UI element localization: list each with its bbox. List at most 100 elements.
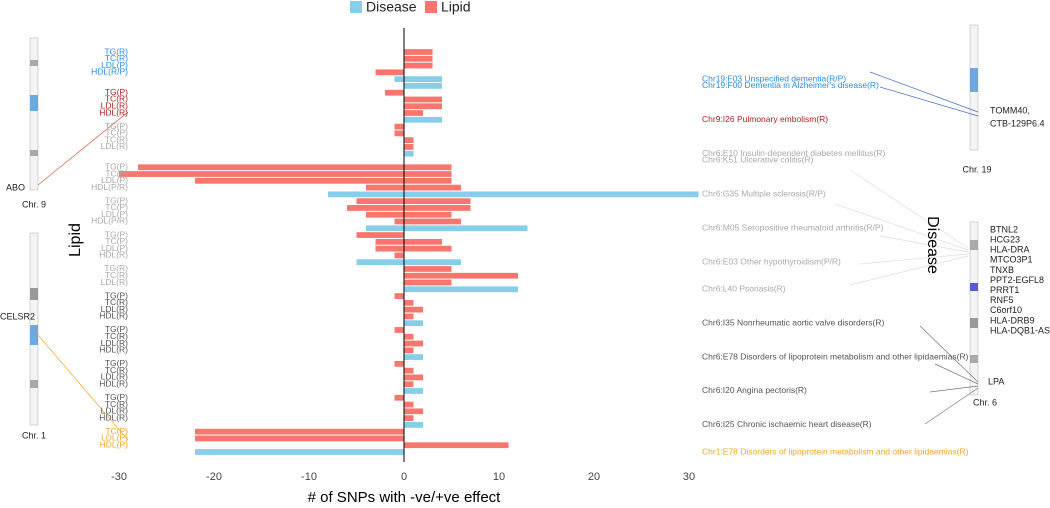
lipid-bar xyxy=(375,69,404,76)
band xyxy=(30,60,38,66)
lipid-label: LDL(R) xyxy=(101,141,129,151)
lipid-bar xyxy=(404,218,461,225)
leader-line xyxy=(869,71,979,113)
chromosome-label: Chr. 9 xyxy=(22,199,46,209)
legend-swatch xyxy=(350,1,362,13)
disease-label: Chr6:I20 Angina pectoris(R) xyxy=(702,385,807,395)
lipid-bar xyxy=(404,171,452,177)
lipid-bar xyxy=(404,442,509,449)
leader-line xyxy=(924,387,979,425)
lipid-label: HDL(R) xyxy=(99,412,128,422)
gene-label: HCG23 xyxy=(990,234,1020,244)
lipid-bar xyxy=(404,408,423,415)
chromosomes xyxy=(29,24,979,426)
leader-line xyxy=(859,253,969,265)
disease-label: Chr1:E78 Disorders of lipoprotein metabo… xyxy=(702,446,969,456)
lipid-bar xyxy=(404,245,452,252)
lipid-bar xyxy=(404,367,414,374)
lipid-bar xyxy=(404,62,433,69)
lipid-bar xyxy=(404,306,423,313)
lipid-label: TC(R) xyxy=(105,399,128,409)
leader-line xyxy=(37,111,129,186)
lipid-bar xyxy=(366,184,404,191)
chromosome-label: Chr. 19 xyxy=(962,164,991,174)
y2-axis-title: Disease xyxy=(924,216,941,274)
lipid-label: TG(P) xyxy=(105,392,128,402)
lipid-bar xyxy=(404,55,433,62)
disease-label: Chr19:F00 Dementia in Alzheimer's diseas… xyxy=(702,80,879,90)
disease-bar xyxy=(366,225,404,232)
band xyxy=(30,150,38,156)
lipid-label: HDL(R) xyxy=(99,107,128,117)
lipid-bar xyxy=(394,293,404,299)
legend-label: Disease xyxy=(366,0,417,15)
band xyxy=(970,355,978,363)
lipid-bar xyxy=(394,123,404,130)
lipid-bar xyxy=(404,144,414,150)
band xyxy=(30,325,38,345)
leader-line xyxy=(929,385,979,393)
lipid-label: TC(P) xyxy=(105,128,128,138)
lipid-bar xyxy=(195,428,404,435)
x-axis-title: # of SNPs with -ve/+ve effect xyxy=(308,489,502,506)
lipid-label: HDL(P) xyxy=(100,439,129,449)
lipid-bar xyxy=(404,266,452,272)
gene-label: PRRT1 xyxy=(990,285,1019,295)
x-tick-label: -20 xyxy=(206,471,222,483)
lipid-bar xyxy=(394,218,404,225)
disease-bar xyxy=(404,76,442,82)
lipid-bar xyxy=(404,272,518,279)
gene-label: RNF5 xyxy=(990,295,1014,305)
gene-label: HLA-DQB1-AS1 xyxy=(990,325,1050,335)
lipid-label: LDL(R) xyxy=(101,406,129,416)
x-tick-label: -10 xyxy=(301,471,317,483)
disease-label: Chr6:I25 Chronic ischaemic heart disease… xyxy=(702,419,872,429)
lipid-bar xyxy=(195,435,404,442)
leader-line xyxy=(849,169,969,249)
lipid-label: HDL(R) xyxy=(99,250,128,260)
lipid-bar xyxy=(404,198,471,205)
gene-label: CELSR2 xyxy=(0,311,35,321)
leader-lines xyxy=(37,71,979,441)
disease-label: Chr6:G35 Multiple sclerosis(R/P) xyxy=(702,189,826,199)
lipid-label: TG(P) xyxy=(105,290,128,300)
lipid-bar xyxy=(404,299,414,306)
lipid-label: TG(P) xyxy=(105,195,128,205)
band xyxy=(970,318,978,328)
lipid-label: TC(R) xyxy=(105,94,128,104)
lipid-bar xyxy=(404,238,442,245)
gene-label: C6orf10 xyxy=(990,305,1022,315)
disease-label: Chr6:E03 Other hypothyroidism(P/R) xyxy=(702,256,841,266)
lipid-bar xyxy=(404,110,423,116)
lipid-label: TC(R) xyxy=(105,134,128,144)
lipid-bar xyxy=(404,177,452,184)
lipid-bar xyxy=(375,238,404,245)
gene-label: TNXB xyxy=(990,265,1014,275)
x-tick-label: 10 xyxy=(493,471,505,483)
disease-label: Chr6:L40 Psoriasis(R) xyxy=(702,284,786,294)
disease-bar xyxy=(328,191,404,198)
lipid-label: TC(P) xyxy=(105,236,128,246)
disease-bar xyxy=(404,259,461,266)
disease-label: Chr6:I35 Nonrheumatic aortic valve disor… xyxy=(702,317,885,327)
lipid-bar xyxy=(356,198,404,205)
lipid-label: TC(R) xyxy=(105,270,128,280)
lipid-label: HDL(P/R) xyxy=(91,182,128,192)
x-tick-label: 20 xyxy=(588,471,600,483)
disease-bar xyxy=(404,320,423,327)
lipid-label: TG(P) xyxy=(105,121,128,131)
lipid-label: LDL(P) xyxy=(101,243,128,253)
lipid-label: LDL(R) xyxy=(101,304,129,314)
lipid-bar xyxy=(394,394,404,401)
lipid-label: TG(R) xyxy=(104,263,128,273)
lipid-label: TC(R) xyxy=(105,53,128,63)
lipid-label: TC(R) xyxy=(105,365,128,375)
disease-bar xyxy=(356,259,404,266)
lipid-label: TC(R) xyxy=(105,297,128,307)
disease-label: Chr6:M05 Seropositive rheumatoid arthrit… xyxy=(702,223,884,233)
disease-bar xyxy=(404,422,423,428)
lipid-bar xyxy=(394,252,404,259)
leader-line xyxy=(849,255,969,286)
x-tick-label: 30 xyxy=(683,471,695,483)
disease-bar xyxy=(404,83,442,89)
